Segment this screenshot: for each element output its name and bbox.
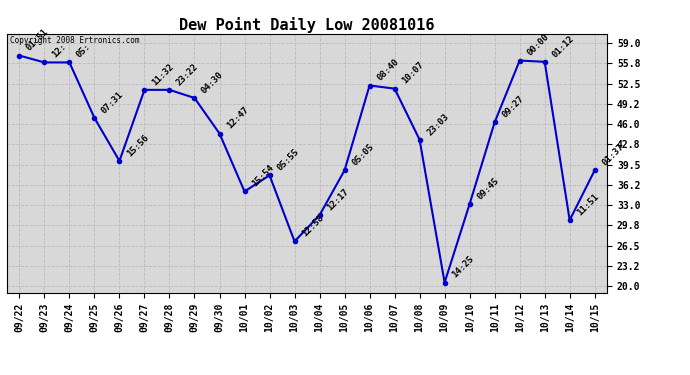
- Text: 05:05: 05:05: [350, 142, 375, 168]
- Text: 08:40: 08:40: [375, 57, 400, 83]
- Text: 10:07: 10:07: [400, 60, 426, 86]
- Text: 05:: 05:: [75, 42, 92, 60]
- Title: Dew Point Daily Low 20081016: Dew Point Daily Low 20081016: [179, 16, 435, 33]
- Text: Copyright 2008 Ertronics.com: Copyright 2008 Ertronics.com: [10, 36, 139, 45]
- Text: 23:22: 23:22: [175, 62, 200, 87]
- Text: 12:47: 12:47: [225, 105, 250, 131]
- Text: 01:37: 01:37: [600, 142, 626, 168]
- Text: 12:: 12:: [50, 42, 68, 60]
- Text: 04:30: 04:30: [200, 70, 226, 95]
- Text: 00:00: 00:00: [525, 32, 551, 58]
- Text: 01:12: 01:12: [550, 34, 575, 59]
- Text: 01:51: 01:51: [25, 27, 50, 53]
- Text: 09:45: 09:45: [475, 176, 500, 201]
- Text: 11:32: 11:32: [150, 62, 175, 87]
- Text: 23:03: 23:03: [425, 112, 451, 137]
- Text: 15:54: 15:54: [250, 164, 275, 189]
- Text: 07:31: 07:31: [100, 90, 126, 115]
- Text: 12:58: 12:58: [300, 213, 326, 238]
- Text: 05:55: 05:55: [275, 147, 300, 172]
- Text: 11:51: 11:51: [575, 192, 600, 217]
- Text: 15:56: 15:56: [125, 133, 150, 158]
- Text: 09:27: 09:27: [500, 94, 526, 120]
- Text: 14:25: 14:25: [450, 254, 475, 280]
- Text: 12:17: 12:17: [325, 187, 351, 212]
